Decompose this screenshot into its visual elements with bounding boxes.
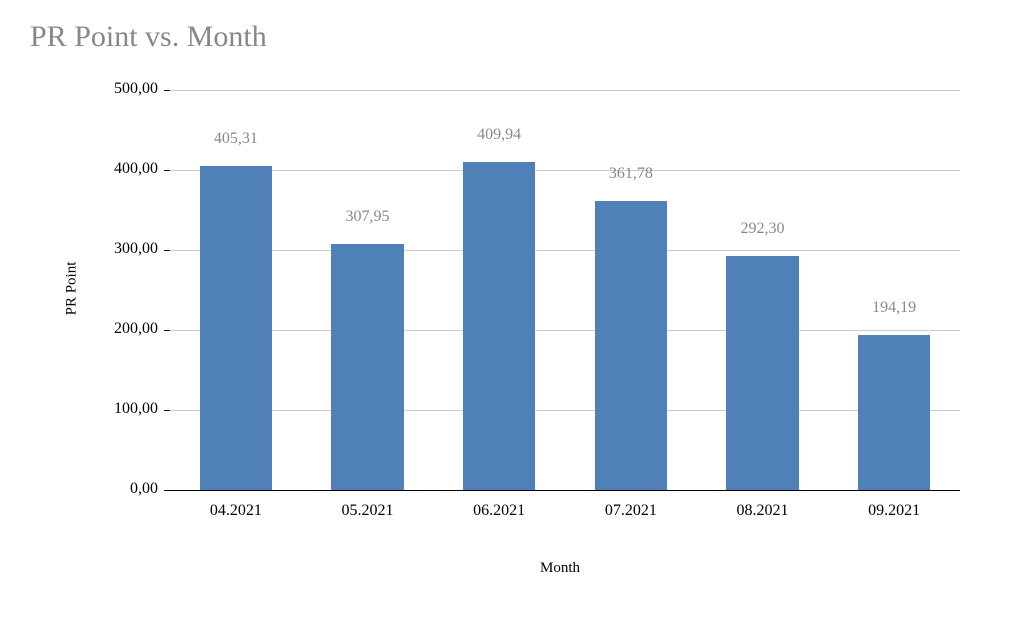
grid-line <box>170 170 960 171</box>
bar <box>463 162 535 490</box>
x-axis-label: Month <box>540 560 580 577</box>
y-tick-label: 400,00 <box>88 160 158 178</box>
y-axis-label: PR Point <box>63 262 80 316</box>
bar <box>595 201 667 490</box>
bar <box>726 256 798 490</box>
y-tick-mark <box>164 330 170 331</box>
y-tick-mark <box>164 250 170 251</box>
bar-value-label: 292,30 <box>741 220 785 238</box>
bar <box>331 244 403 490</box>
y-tick-mark <box>164 410 170 411</box>
plot-area: 0,00100,00200,00300,00400,00500,00405,31… <box>170 90 960 490</box>
y-tick-label: 100,00 <box>88 400 158 418</box>
grid-line <box>170 410 960 411</box>
bar-value-label: 405,31 <box>214 130 258 148</box>
x-tick-label: 05.2021 <box>342 502 394 520</box>
bar-value-label: 307,95 <box>346 208 390 226</box>
grid-line <box>170 90 960 91</box>
y-tick-label: 300,00 <box>88 240 158 258</box>
bar <box>200 166 272 490</box>
chart-container: PR Point vs. Month PR Point 0,00100,0020… <box>0 0 1024 639</box>
chart-area: PR Point 0,00100,00200,00300,00400,00500… <box>60 80 984 599</box>
x-tick-label: 07.2021 <box>605 502 657 520</box>
y-tick-label: 0,00 <box>88 480 158 498</box>
y-tick-mark <box>164 90 170 91</box>
x-tick-label: 04.2021 <box>210 502 262 520</box>
y-tick-mark <box>164 170 170 171</box>
bar-value-label: 409,94 <box>477 126 521 144</box>
x-tick-label: 08.2021 <box>737 502 789 520</box>
chart-title: PR Point vs. Month <box>30 20 267 54</box>
bar-value-label: 361,78 <box>609 165 653 183</box>
grid-line <box>170 330 960 331</box>
baseline <box>170 490 960 491</box>
x-tick-label: 06.2021 <box>473 502 525 520</box>
x-tick-label: 09.2021 <box>868 502 920 520</box>
bar <box>858 335 930 490</box>
y-tick-label: 500,00 <box>88 80 158 98</box>
y-tick-label: 200,00 <box>88 320 158 338</box>
grid-line <box>170 250 960 251</box>
bar-value-label: 194,19 <box>872 299 916 317</box>
